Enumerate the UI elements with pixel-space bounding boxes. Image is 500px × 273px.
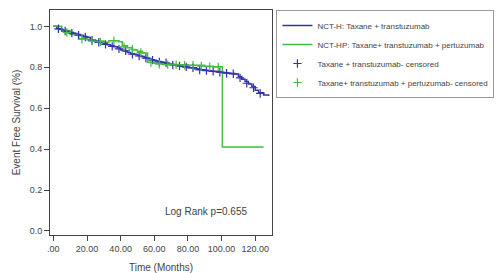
svg-text:Taxane+ transtuzumab + pertuzu: Taxane+ transtuzumab + pertuzumab- censo… — [317, 79, 487, 88]
svg-text:0.6: 0.6 — [30, 103, 43, 113]
svg-text:60.00: 60.00 — [143, 244, 166, 254]
svg-text:100.00: 100.00 — [208, 244, 236, 254]
svg-text:80.00: 80.00 — [177, 244, 200, 254]
svg-text:40.00: 40.00 — [109, 244, 132, 254]
svg-text:Time (Months): Time (Months) — [129, 262, 193, 273]
svg-text:0.2: 0.2 — [30, 185, 43, 195]
svg-text:NCT-HP: Taxane+ transtuzumab +: NCT-HP: Taxane+ transtuzumab + pertuzuma… — [317, 41, 484, 50]
svg-text:20.00: 20.00 — [76, 244, 99, 254]
svg-text:0.4: 0.4 — [30, 144, 43, 154]
svg-text:0.8: 0.8 — [30, 62, 43, 72]
svg-text:Log Rank p=0.655: Log Rank p=0.655 — [165, 206, 247, 217]
svg-text:0.0: 0.0 — [30, 226, 43, 236]
svg-text:.00: .00 — [47, 244, 60, 254]
svg-text:1.0: 1.0 — [30, 22, 43, 32]
svg-text:NCT-H: Taxane + transtuzumab: NCT-H: Taxane + transtuzumab — [317, 22, 430, 31]
svg-text:Event Free Survival (%): Event Free Survival (%) — [11, 70, 22, 176]
svg-text:Taxane + transtuzumab- censore: Taxane + transtuzumab- censored — [317, 60, 438, 69]
svg-text:120.00: 120.00 — [241, 244, 269, 254]
